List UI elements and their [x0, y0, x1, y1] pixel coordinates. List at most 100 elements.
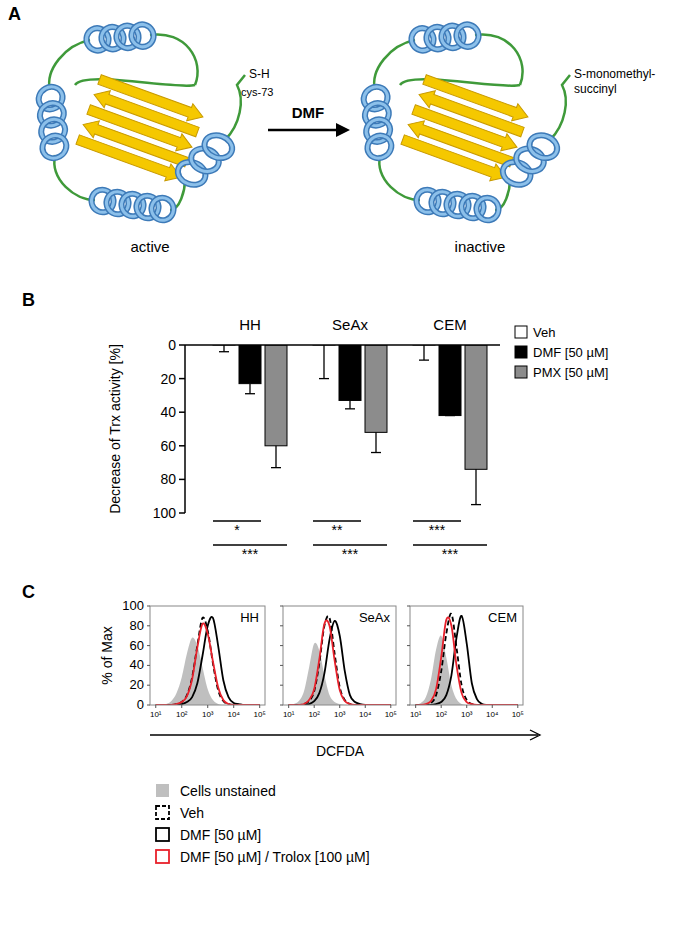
y-tick-label: 40: [130, 657, 144, 672]
x-tick: [233, 705, 234, 708]
legend-swatch: [515, 326, 527, 338]
beta-sheet: [400, 71, 531, 186]
plot-area: [416, 614, 518, 705]
y-tick: [280, 685, 283, 686]
y-axis-title: Decrease of Trx activity [%]: [107, 344, 123, 514]
plot-frame: [150, 606, 265, 705]
y-tick-label: 60: [160, 438, 176, 454]
modification-label: succinyl: [574, 82, 617, 96]
y-tick-label: 80: [160, 471, 176, 487]
histogram-line: [156, 617, 260, 705]
error-bar: [345, 400, 355, 408]
y-tick: [280, 665, 283, 666]
panel-label: C: [22, 582, 35, 602]
error-cap: [219, 351, 229, 352]
y-tick: [179, 512, 185, 514]
x-tick: [314, 705, 315, 708]
histogram-area: [289, 643, 391, 705]
legend-swatch: [156, 828, 169, 841]
legend-swatch: [515, 366, 527, 378]
panel-title: HH: [240, 610, 259, 625]
x-axis-title: DCFDA: [316, 743, 365, 759]
y-tick-label: 0: [168, 337, 176, 353]
x-tick: [365, 705, 366, 708]
y-tick: [407, 645, 410, 646]
helix-turn: [38, 131, 70, 162]
x-tick: [288, 705, 289, 708]
error-bar: [319, 345, 329, 379]
error-bar: [445, 415, 455, 416]
x-tick: [390, 705, 391, 708]
x-tick-label: 10²: [308, 710, 320, 719]
y-tick: [179, 378, 185, 380]
x-tick-label: 10¹: [283, 710, 295, 719]
helix-turn: [127, 20, 157, 51]
x-tick: [517, 705, 518, 708]
panel-label: A: [8, 4, 21, 24]
x-tick: [155, 705, 156, 708]
histogram-line: [156, 623, 260, 705]
y-tick: [407, 705, 410, 706]
state-label: active: [130, 238, 169, 255]
y-tick: [280, 625, 283, 626]
histogram-area: [156, 637, 260, 705]
loop: [550, 75, 570, 140]
y-tick: [407, 625, 410, 626]
bar: [365, 345, 387, 432]
y-tick: [407, 665, 410, 666]
helix-turn: [149, 195, 177, 223]
strand: [75, 131, 185, 186]
x-tick-label: 10³: [202, 710, 214, 719]
loop: [374, 40, 415, 90]
arrow-head: [336, 123, 350, 137]
panel-title: SeAx: [359, 610, 391, 625]
x-axis: [185, 344, 500, 346]
y-tick: [147, 685, 150, 686]
significance-label: ***: [342, 546, 359, 562]
y-tick-label: 40: [160, 404, 176, 420]
y-tick-label: 80: [130, 618, 144, 633]
modification-label: S-monomethyl-: [574, 67, 655, 81]
legend-swatch: [156, 806, 169, 819]
y-tick: [280, 606, 283, 607]
error-line: [249, 384, 250, 394]
y-tick: [147, 645, 150, 646]
histogram-line: [416, 614, 518, 705]
error-cap: [445, 415, 455, 416]
loop: [225, 75, 245, 140]
error-bar: [371, 432, 381, 452]
x-tick-label: 10³: [461, 710, 473, 719]
helix-turn: [363, 131, 395, 162]
histogram-line: [416, 616, 518, 705]
significance-label: ***: [442, 546, 459, 562]
strand: [400, 131, 510, 186]
residue-name: cys-73: [241, 86, 273, 98]
bar: [239, 345, 261, 384]
y-tick: [147, 606, 150, 607]
histogram-line: [289, 621, 391, 705]
error-bar: [219, 345, 229, 352]
category-label: HH: [239, 316, 261, 333]
y-tick: [280, 705, 283, 706]
helix-turn: [526, 131, 560, 161]
helix-turn: [526, 131, 560, 161]
helix-turn: [38, 131, 70, 162]
bar: [339, 345, 361, 400]
helix-turn: [363, 131, 395, 162]
helix-turn: [452, 20, 482, 51]
y-axis-title: % of Max: [99, 626, 115, 684]
error-bar: [471, 469, 481, 504]
y-tick-label: 100: [122, 598, 144, 613]
error-line: [423, 345, 424, 360]
y-tick-label: 60: [130, 638, 144, 653]
plot-area: [156, 617, 260, 705]
histogram-line: [289, 620, 391, 705]
y-axis: [184, 345, 186, 513]
category-label: CEM: [433, 316, 466, 333]
error-cap: [245, 393, 255, 394]
error-line: [323, 345, 324, 379]
significance-label: **: [332, 522, 343, 538]
y-tick: [407, 606, 410, 607]
loop: [150, 34, 198, 85]
error-line: [349, 400, 350, 408]
